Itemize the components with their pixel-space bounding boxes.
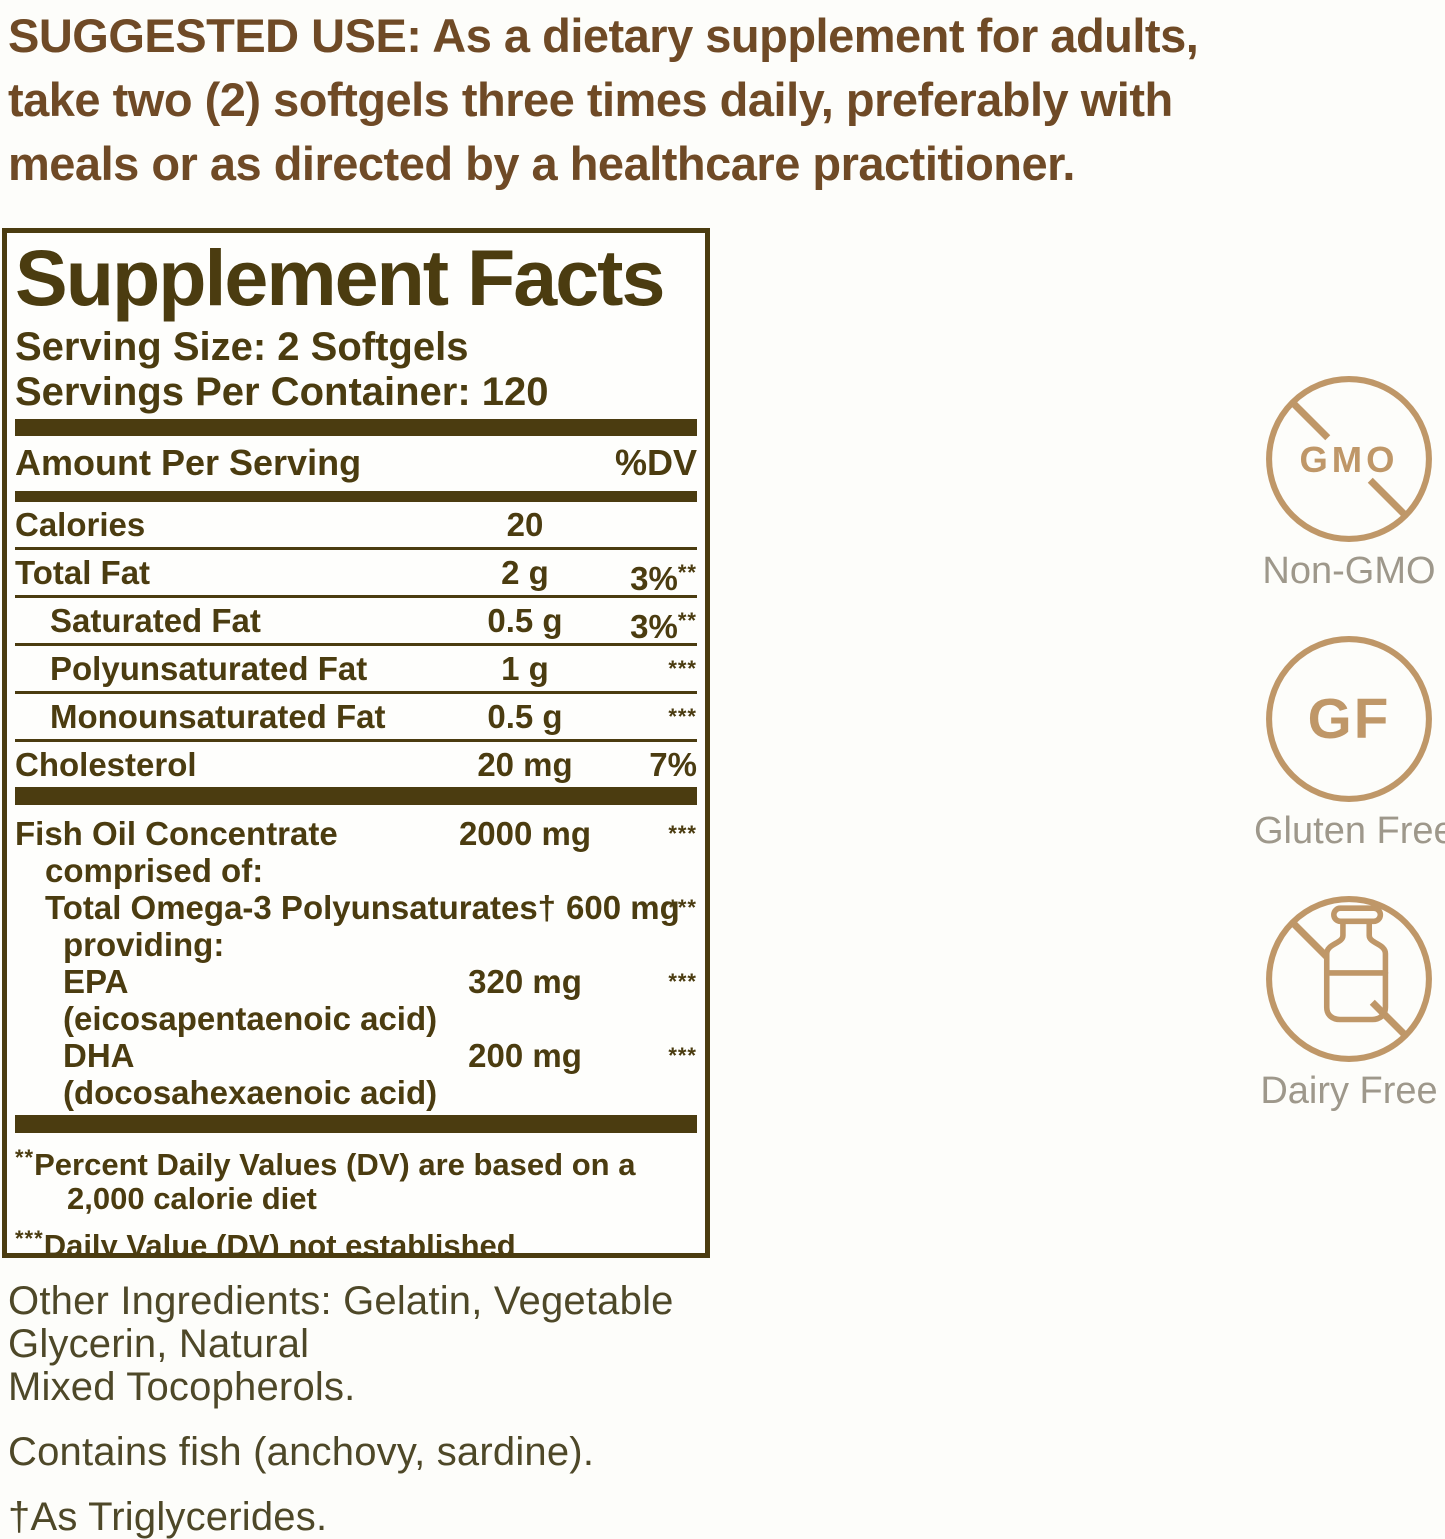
sub-label: providing: [63,926,225,963]
supplement-name: DHA [63,1037,135,1074]
column-amount-per-serving: Amount Per Serving [15,442,362,483]
suggested-use-line-3: meals or as directed by a healthcare pra… [8,137,1075,190]
badge-dairy-free: Dairy Free [1254,893,1444,1111]
sub-label: (docosahexaenoic acid) [63,1074,438,1111]
non-gmo-icon: GMO [1266,376,1432,542]
footnote-dv-basis-line2: 2,000 calorie diet [67,1181,317,1216]
supplement-amount: 200 mg [468,1037,582,1074]
supplement-dv: *** [547,815,697,858]
footnote-dv-basis: **Percent Daily Values (DV) are based on… [15,1145,636,1182]
nutrient-dv: 7% [649,746,697,783]
footnotes: **Percent Daily Values (DV) are based on… [15,1133,697,1258]
serving-size: Serving Size: 2 Softgels [15,325,469,369]
badge-circle-text: GMO [1299,439,1398,480]
supplement-dv: *** [547,889,697,932]
badge-circle-text: GF [1308,688,1391,751]
table-row: Cholesterol 20 mg 7% [15,739,697,787]
nutrient-dv: *** [547,698,697,742]
nutrient-name: Calories [15,506,146,543]
dv-asterisks: ** [677,608,697,633]
dv-asterisks: *** [668,656,697,681]
supplement-amount: 600 mg [566,889,680,926]
footnote-dv-not-established: ***Daily Value (DV) not established [15,1226,516,1258]
supplement-dv: *** [547,963,697,1006]
suggested-use-text: SUGGESTED USE: As a dietary supplement f… [8,4,1298,196]
gluten-free-icon: GF [1266,636,1432,802]
fish-oil-section: Fish Oil Concentrate 2000 mg *** compris… [15,805,697,1115]
slash-line [1367,477,1408,518]
dv-asterisks: *** [668,704,697,729]
nutrient-amount: 2 g [501,554,549,591]
footnote-asterisks: ** [15,1145,35,1170]
supplement-amount: 2000 mg [458,815,592,852]
divider-bar [15,419,697,436]
table-row: Total Fat 2 g 3%** [15,547,697,597]
supplement-dv: *** [547,1037,697,1080]
badge-label: Non-GMO [1262,550,1436,592]
nutrient-name: Saturated Fat [50,602,261,639]
nutrient-amount: 0.5 g [487,602,563,639]
nutrient-name: Cholesterol [15,746,197,783]
slash-line [1369,999,1408,1038]
dairy-free-icon [1266,896,1432,1062]
dv-asterisks: *** [668,1043,697,1068]
dv-asterisks: *** [668,969,697,994]
sub-label: comprised of: [45,852,264,889]
supplement-name: Fish Oil Concentrate [15,815,338,852]
nutrient-dv: *** [547,650,697,694]
sub-label: (eicosapentaenoic acid) [63,1000,438,1037]
nutrient-name: Monounsaturated Fat [50,698,386,735]
dv-asterisks: ** [677,560,697,585]
nutrient-amount: 1 g [501,650,549,687]
nutrient-amount: 0.5 g [487,698,563,735]
slash-line [1290,400,1331,441]
badge-label: Dairy Free [1260,1070,1438,1112]
table-row: Polyunsaturated Fat 1 g *** [15,643,697,691]
supplement-name: EPA [63,963,129,1000]
footnote-asterisks: *** [15,1226,44,1251]
panel-title: Supplement Facts [15,233,665,322]
dv-asterisks: *** [668,895,697,920]
supplement-amount: 320 mg [468,963,582,1000]
badge-gluten-free: GF Gluten Free [1254,633,1445,852]
table-row: Monounsaturated Fat 0.5 g *** [15,691,697,739]
nutrient-dv: 3%** [630,608,697,645]
table-row: Saturated Fat 0.5 g 3%** [15,595,697,645]
column-percent-dv: %DV [614,442,697,483]
badge-non-gmo: GMO Non-GMO [1254,373,1444,591]
divider-bar [15,491,697,502]
nutrient-dv: 3%** [630,560,697,597]
suggested-use-line-1: SUGGESTED USE: As a dietary supplement f… [8,9,1199,62]
slash-line [1290,920,1330,960]
servings-per-container: Servings Per Container: 120 [15,370,549,414]
table-row: EPA 320 mg *** [15,963,697,1000]
nutrient-amount: 20 [506,506,544,543]
triglycerides-note: †As Triglycerides. [8,1495,328,1539]
supplement-facts-panel: Supplement Facts Serving Size: 2 Softgel… [2,228,710,1258]
suggested-use-line-2: take two (2) softgels three times daily,… [8,73,1173,126]
contains-statement: Contains fish (anchovy, sardine). [8,1430,595,1474]
nutrient-name: Polyunsaturated Fat [50,650,368,687]
table-header: Amount Per Serving %DV [15,436,697,491]
other-ingredients: Other Ingredients: Gelatin, Vegetable Gl… [8,1279,674,1409]
table-row: Total Omega-3 Polyunsaturates† 600 mg *** [15,889,697,926]
table-row: Calories 20 [15,502,697,547]
milk-bottle-icon [1323,905,1389,1023]
divider-bar [15,1115,697,1133]
nutrient-amount: 20 mg [477,746,573,783]
divider-bar [15,787,697,805]
table-row: DHA 200 mg *** [15,1037,697,1074]
supplement-name: Total Omega-3 Polyunsaturates† [45,889,557,926]
other-ingredients-section: Other Ingredients: Gelatin, Vegetable Gl… [8,1280,768,1539]
nutrient-name: Total Fat [15,554,151,591]
table-row: Fish Oil Concentrate 2000 mg *** [15,815,697,852]
badge-label: Gluten Free [1254,810,1445,852]
dv-asterisks: *** [668,821,697,846]
